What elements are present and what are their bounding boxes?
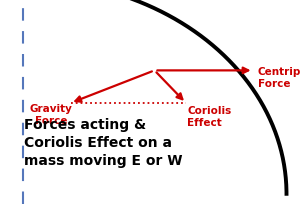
Text: Centripetal
Force: Centripetal Force	[258, 67, 300, 89]
Text: Gravity
Force: Gravity Force	[30, 104, 72, 126]
Text: Forces acting &
Coriolis Effect on a
mass moving E or W: Forces acting & Coriolis Effect on a mas…	[24, 118, 182, 168]
Text: Coriolis
Effect: Coriolis Effect	[188, 106, 232, 128]
